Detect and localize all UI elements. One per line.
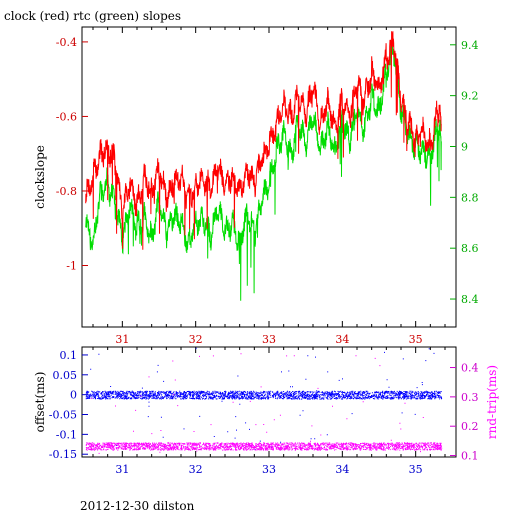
- undefined-y-tick-label: -0.05: [49, 409, 77, 422]
- undefined-y2-tick-label: 0.2: [461, 420, 479, 433]
- undefined-y-tick-label: 0.05: [53, 369, 78, 382]
- top-plot-frame: [81, 26, 457, 328]
- undefined-x-tick-label: 32: [189, 333, 203, 346]
- undefined-y2-tick-label: 0.3: [461, 391, 479, 404]
- undefined-x-tick-label: 31: [115, 333, 129, 346]
- bottom-panel: 31 32 33 34 35 0.1 0.05 0 -0.05 -0.1 -0.15 0.4 0.3 0.…: [33, 346, 499, 476]
- undefined-y2-tick-label: 8.8: [461, 191, 479, 204]
- undefined-y-tick-label: -0.6: [56, 110, 77, 123]
- top-y-axis-label: clockslope: [33, 145, 47, 209]
- undefined-y2-tick-label: 0.1: [461, 450, 479, 463]
- undefined-y2-tick-label: 9: [461, 140, 468, 153]
- bottom-y-axis-label: offset(ms): [33, 372, 47, 433]
- undefined-x-tick-label: 31: [115, 463, 129, 476]
- offset-scatter-points: [85, 347, 443, 450]
- undefined-y-tick-label: 0: [70, 389, 77, 402]
- undefined-x-tick-label: 33: [262, 333, 276, 346]
- undefined-y-tick-label: 0.1: [60, 349, 78, 362]
- undefined-y-tick-label: -0.4: [56, 36, 77, 49]
- undefined-x-tick-label: 32: [189, 463, 203, 476]
- undefined-y-tick-label: -0.1: [56, 428, 77, 441]
- chart-title: clock (red) rtc (green) slopes: [4, 9, 181, 23]
- undefined-y-tick-label: -0.15: [49, 448, 77, 461]
- undefined-y2-tick-label: 8.6: [461, 242, 479, 255]
- undefined-y-tick-label: -0.8: [56, 185, 77, 198]
- undefined-y2-tick-label: 9.2: [461, 90, 479, 103]
- footer-caption: 2012-12-30 dilston: [80, 499, 195, 512]
- undefined-x-tick-label: 34: [335, 333, 349, 346]
- undefined-y2-tick-label: 8.4: [461, 293, 479, 306]
- clock-slope-series-line: [85, 31, 442, 250]
- undefined-x-tick-label: 35: [409, 333, 423, 346]
- undefined-y2-tick-label: 9.4: [461, 39, 479, 52]
- rtc-slope-series-line: [85, 38, 442, 301]
- round-trip-scatter-points: [85, 353, 443, 454]
- undefined-x-tick-label: 34: [335, 463, 349, 476]
- undefined-y-tick-label: -1: [66, 260, 77, 273]
- undefined-x-tick-label: 33: [262, 463, 276, 476]
- undefined-y2-tick-label: 0.4: [461, 362, 479, 375]
- undefined-x-tick-label: 35: [409, 463, 423, 476]
- top-panel: 31 32 33 34 35 -0.4 -0.6 -0.8 -1 9.4 9.2 9 8.8 8.6 8.4…: [33, 26, 479, 346]
- bottom-y2-axis-label: rnd-trip(ms): [485, 365, 499, 439]
- bottom-plot-frame: [81, 346, 457, 458]
